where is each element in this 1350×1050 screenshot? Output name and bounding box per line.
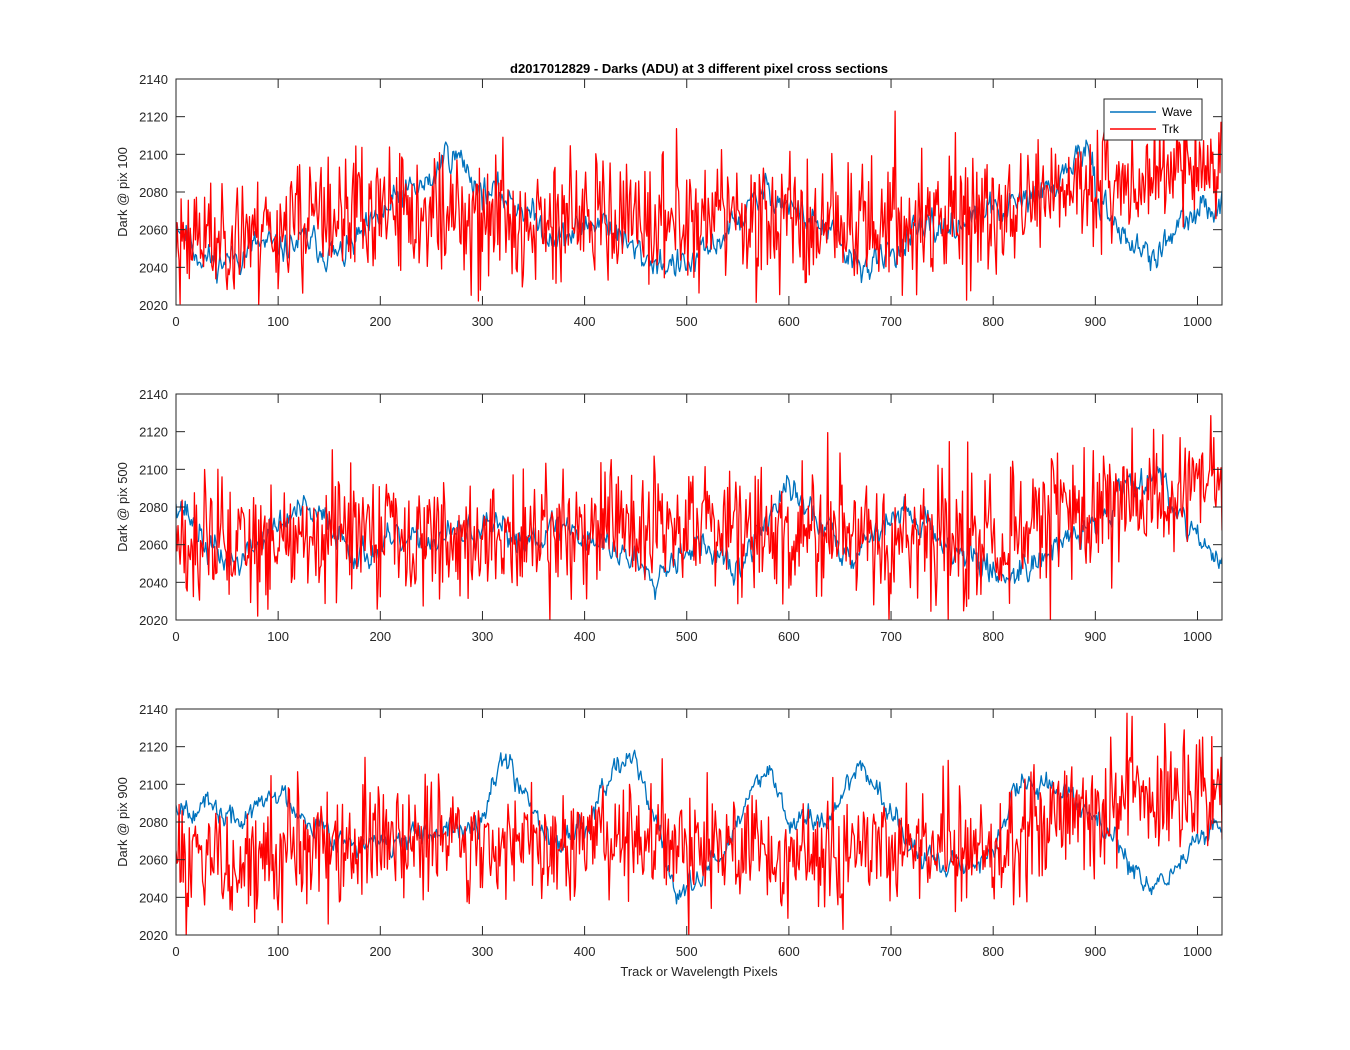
y-tick-label: 2140: [139, 702, 168, 717]
subplot-pix-900: 0 100 200 300 400 500 600 700 800 900 1000 2020 2040…: [115, 702, 1223, 959]
y-tick-label: 2100: [139, 777, 168, 792]
y-tick-label: 2140: [139, 72, 168, 87]
x-tick-label: 1000: [1183, 944, 1212, 959]
y-tick-label: 2020: [139, 928, 168, 943]
figure-title: d2017012829 - Darks (ADU) at 3 different…: [510, 61, 888, 76]
y-tick-label: 2080: [139, 815, 168, 830]
x-tick-label: 200: [369, 629, 391, 644]
y-tick-label: 2100: [139, 462, 168, 477]
series-line-trk: [176, 415, 1222, 620]
y-tick-label: 2040: [139, 575, 168, 590]
legend-box: [1103, 98, 1203, 141]
legend-label-trk: Trk: [1162, 122, 1180, 136]
y-axis-label: Dark @ pix 100: [115, 147, 130, 237]
x-axis-label: Track or Wavelength Pixels: [620, 964, 778, 979]
x-tick-label: 1000: [1183, 629, 1212, 644]
y-tick-label: 2060: [139, 223, 168, 238]
x-tick-label: 500: [676, 314, 698, 329]
x-tick-label: 1000: [1183, 314, 1212, 329]
x-tick-label: 100: [267, 944, 289, 959]
x-tick-label: 600: [778, 944, 800, 959]
x-tick-label: 300: [472, 944, 494, 959]
x-tick-label: 900: [1084, 314, 1106, 329]
y-tick-label: 2080: [139, 500, 168, 515]
y-tick-label: 2020: [139, 298, 168, 313]
subplot-pix-500: 0 100 200 300 400 500 600 700 800 900 1000 2020 2040…: [115, 387, 1223, 644]
x-tick-label: 100: [267, 629, 289, 644]
legend-label-wave: Wave: [1162, 105, 1193, 119]
x-tick-label: 700: [880, 629, 902, 644]
subplot-pix-100: 0 100 200 300 400 500 600 700 800 900 1000 2020 2040…: [115, 72, 1223, 329]
x-tick-label: 600: [778, 314, 800, 329]
y-tick-label: 2120: [139, 740, 168, 755]
x-tick-label: 0: [172, 314, 179, 329]
x-tick-label: 400: [574, 944, 596, 959]
x-tick-label: 400: [574, 314, 596, 329]
x-tick-label: 900: [1084, 944, 1106, 959]
x-tick-label: 300: [472, 314, 494, 329]
y-axis-label: Dark @ pix 900: [115, 777, 130, 867]
x-tick-label: 300: [472, 629, 494, 644]
legend: Wave Trk: [1103, 98, 1203, 141]
y-tick-label: 2100: [139, 147, 168, 162]
x-tick-label: 700: [880, 944, 902, 959]
x-tick-label: 0: [172, 944, 179, 959]
series-line-trk: [176, 109, 1222, 305]
x-tick-label: 800: [982, 629, 1004, 644]
y-tick-label: 2140: [139, 387, 168, 402]
x-tick-label: 200: [369, 314, 391, 329]
y-tick-label: 2120: [139, 425, 168, 440]
x-tick-label: 700: [880, 314, 902, 329]
x-tick-label: 900: [1084, 629, 1106, 644]
x-tick-label: 800: [982, 314, 1004, 329]
y-tick-label: 2080: [139, 185, 168, 200]
x-tick-label: 500: [676, 944, 698, 959]
y-tick-label: 2020: [139, 613, 168, 628]
y-tick-label: 2060: [139, 538, 168, 553]
series-line-trk: [176, 712, 1222, 935]
y-tick-label: 2040: [139, 260, 168, 275]
x-tick-label: 600: [778, 629, 800, 644]
y-tick-label: 2060: [139, 853, 168, 868]
x-tick-label: 0: [172, 629, 179, 644]
x-tick-label: 500: [676, 629, 698, 644]
x-tick-label: 400: [574, 629, 596, 644]
x-tick-label: 100: [267, 314, 289, 329]
y-tick-label: 2120: [139, 110, 168, 125]
x-tick-label: 800: [982, 944, 1004, 959]
y-tick-label: 2040: [139, 890, 168, 905]
y-axis-label: Dark @ pix 500: [115, 462, 130, 552]
x-tick-label: 200: [369, 944, 391, 959]
